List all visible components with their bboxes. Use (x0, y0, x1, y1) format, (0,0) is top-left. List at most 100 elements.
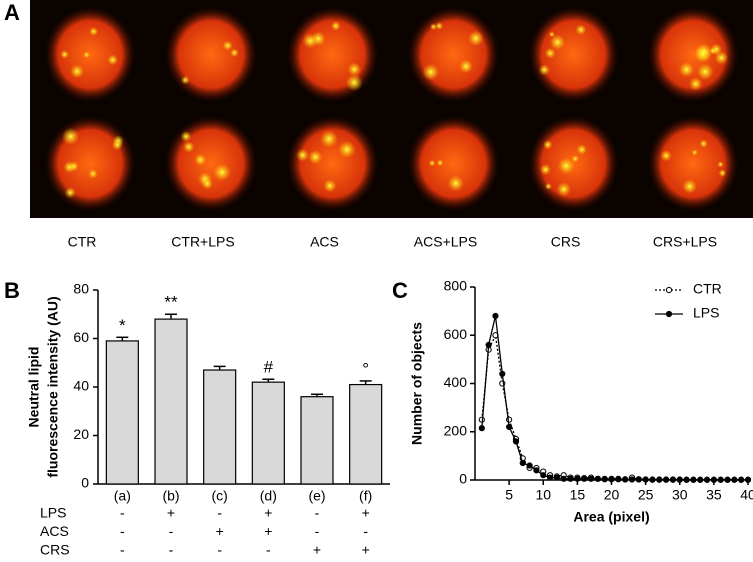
x-tick-label: 15 (570, 487, 586, 503)
y-tick-label: 0 (459, 471, 467, 487)
lipid-droplet (436, 159, 444, 167)
lipid-droplet (538, 64, 550, 76)
treatment-sign: + (264, 523, 272, 539)
lipid-droplet (714, 50, 729, 65)
data-point (478, 425, 485, 432)
lipid-droplet (428, 159, 436, 167)
y-tick-label: 200 (444, 422, 468, 438)
data-point (683, 476, 690, 483)
data-point (601, 476, 608, 483)
lipid-droplet (347, 62, 362, 77)
treatment-sign: + (264, 505, 272, 521)
data-point (574, 475, 581, 482)
bar (154, 318, 188, 485)
x-tick-label: 5 (505, 487, 513, 503)
y-tick-label: 600 (444, 326, 468, 342)
lipid-droplet (429, 23, 437, 31)
data-point (587, 475, 595, 482)
lipid-droplet (422, 63, 440, 81)
data-point (512, 438, 520, 445)
data-point (628, 476, 636, 483)
x-tick-label: (c) (212, 488, 228, 504)
treatment-sign: - (169, 523, 174, 539)
lipid-droplet (694, 43, 713, 61)
treatment-sign: + (362, 542, 370, 558)
treatment-sign: - (315, 523, 320, 539)
x-tick-label: (f) (359, 488, 372, 504)
panel-label: B (4, 278, 20, 303)
y-tick-label: 0 (81, 475, 89, 491)
lipid-droplet (302, 33, 318, 49)
lipid-droplet (194, 153, 207, 166)
series-line (481, 315, 748, 481)
lipid-droplet (696, 63, 714, 81)
lipid-droplet (330, 21, 341, 31)
lipid-droplet (571, 155, 579, 163)
lipid-droplet (345, 74, 363, 92)
lipid-droplet (678, 61, 695, 78)
x-tick-label: (d) (260, 488, 277, 504)
lipid-droplet (576, 144, 587, 155)
data-point (608, 476, 615, 483)
data-point (697, 476, 704, 483)
condition-label: CRS+LPS (653, 234, 717, 250)
data-point (642, 476, 649, 483)
lipid-droplet (575, 24, 587, 36)
x-tick-label: 40 (740, 487, 753, 503)
treatment-sign: - (217, 542, 222, 558)
cell-image (407, 115, 500, 212)
lipid-droplet (459, 59, 473, 74)
y-tick-label: 20 (73, 426, 89, 442)
data-point (485, 341, 492, 348)
lipid-droplet (180, 130, 192, 142)
data-point (738, 476, 745, 483)
lipid-droplet (467, 30, 484, 47)
lipid-droplet (222, 40, 233, 51)
lipid-droplet (549, 34, 566, 51)
y-tick-label: 800 (444, 278, 468, 294)
cell-image (164, 6, 258, 103)
data-point (594, 475, 601, 482)
data-point (703, 476, 711, 483)
legend-marker (665, 286, 673, 294)
lipid-droplet (557, 157, 575, 175)
data-point (533, 467, 540, 474)
data-point (615, 476, 622, 483)
data-point (560, 475, 567, 482)
x-tick-label: (b) (162, 488, 179, 504)
lipid-droplet (201, 178, 213, 190)
legend-label: LPS (693, 305, 719, 321)
lipid-droplet (682, 179, 697, 194)
cell-image (528, 6, 619, 103)
data-point (690, 476, 697, 483)
lipid-droplet (296, 148, 310, 162)
lipid-droplet (718, 169, 727, 177)
x-axis-label: Area (pixel) (573, 509, 649, 525)
x-tick-label: 20 (604, 487, 620, 503)
significance-mark: ° (362, 359, 369, 378)
cell-image (164, 115, 258, 212)
x-tick-label: 35 (706, 487, 722, 503)
legend-label: CTR (693, 281, 722, 297)
treatment-name: CRS (40, 542, 70, 558)
data-point (506, 423, 513, 431)
lipid-droplet (64, 186, 76, 199)
y-axis-label: fluorescence intensity (AU) (45, 296, 61, 477)
condition-label: CTR (68, 234, 97, 250)
data-point (526, 462, 533, 469)
bar (349, 383, 383, 485)
lipid-droplet (60, 50, 70, 59)
x-tick-label: (e) (308, 488, 325, 504)
y-tick-label: 60 (73, 329, 89, 345)
lipid-droplet (68, 161, 79, 172)
legend-marker (665, 310, 673, 318)
micrograph-panel (30, 0, 753, 218)
treatment-sign: - (266, 542, 271, 558)
cell-image (286, 6, 379, 103)
lipid-droplet (447, 175, 464, 192)
data-point (553, 474, 561, 481)
x-tick-label: (a) (114, 488, 131, 504)
data-point (744, 476, 752, 483)
panel-label: C (392, 278, 408, 303)
lipid-droplet (180, 75, 190, 85)
